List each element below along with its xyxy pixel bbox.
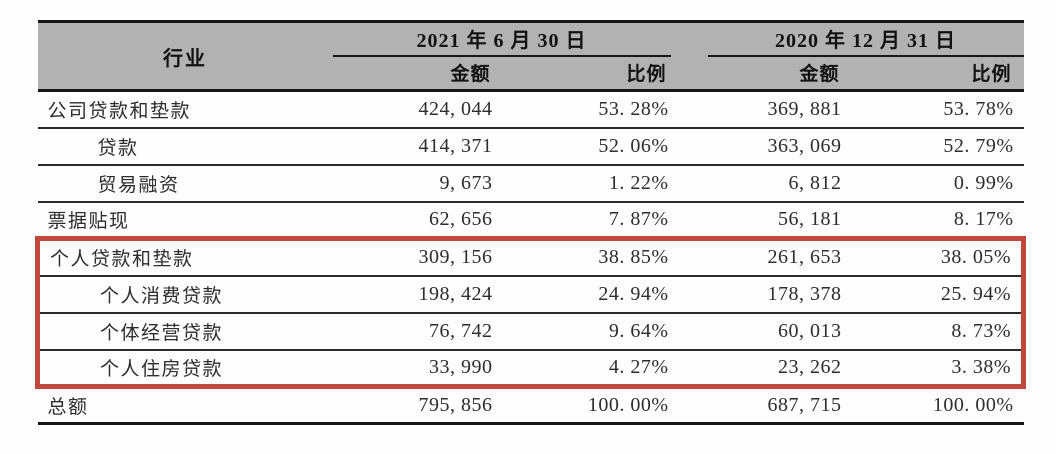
col-header-ratio-2021: 比例 xyxy=(494,55,671,92)
table-row-personal-housing-loans-highlighted: 个人住房贷款 33, 990 4. 27% 23, 262 3. 38% xyxy=(35,349,1026,389)
industry-cell: 贷款 xyxy=(37,127,333,166)
amount-2021-cell: 9, 673 xyxy=(332,164,495,203)
group-gap-cell xyxy=(670,127,708,166)
group-gap-cell xyxy=(670,201,708,240)
table-row-corporate-loans: 公司贷款和垫款 424, 044 53. 28% 369, 881 53. 78… xyxy=(37,90,1024,129)
ratio-2020-cell: 53. 78% xyxy=(843,90,1024,129)
ratio-2021-cell: 7. 87% xyxy=(494,201,671,240)
table-row-personal-loans-highlighted: 个人贷款和垫款 309, 156 38. 85% 261, 653 38. 05… xyxy=(35,236,1026,277)
amount-2021-cell: 309, 156 xyxy=(332,236,495,277)
col-header-amount-2020: 金额 xyxy=(707,55,844,92)
amount-2020-cell: 6, 812 xyxy=(707,164,844,203)
ratio-2021-cell: 52. 06% xyxy=(494,127,671,166)
industry-cell: 个人消费贷款 xyxy=(35,275,333,314)
amount-2020-cell: 369, 881 xyxy=(707,90,844,129)
table-row-loans: 贷款 414, 371 52. 06% 363, 069 52. 79% xyxy=(37,127,1024,166)
ratio-2021-cell: 100. 00% xyxy=(494,386,671,425)
amount-2020-cell: 363, 069 xyxy=(707,127,844,166)
col-header-industry: 行业 xyxy=(37,21,333,92)
industry-cell: 贸易融资 xyxy=(37,164,333,203)
group-gap-cell xyxy=(670,312,708,351)
table-row-bill-discounting: 票据贴现 62, 656 7. 87% 56, 181 8. 17% xyxy=(37,201,1024,240)
table-header: 行业 2021 年 6 月 30 日 2020 年 12 月 31 日 金额 比… xyxy=(37,21,1024,92)
ratio-2020-cell: 0. 99% xyxy=(843,164,1024,203)
ratio-2021-cell: 38. 85% xyxy=(494,236,671,277)
amount-2021-cell: 795, 856 xyxy=(332,386,495,425)
amount-2020-cell: 261, 653 xyxy=(707,236,844,277)
industry-cell: 个人贷款和垫款 xyxy=(35,236,333,277)
ratio-2021-cell: 53. 28% xyxy=(494,90,671,129)
report-table-container: 行业 2021 年 6 月 30 日 2020 年 12 月 31 日 金额 比… xyxy=(35,20,1026,425)
group-gap-cell xyxy=(670,386,708,425)
group-gap-cell xyxy=(670,275,708,314)
table-body: 公司贷款和垫款 424, 044 53. 28% 369, 881 53. 78… xyxy=(35,90,1026,425)
group-gap-cell xyxy=(670,164,708,203)
amount-2021-cell: 33, 990 xyxy=(332,349,495,389)
industry-cell: 总额 xyxy=(37,386,333,425)
industry-cell: 票据贴现 xyxy=(37,201,333,240)
col-header-amount-2021: 金额 xyxy=(332,55,495,92)
table-row-personal-consumption-loans-highlighted: 个人消费贷款 198, 424 24. 94% 178, 378 25. 94% xyxy=(35,275,1026,314)
col-group-header-2021-06-30: 2021 年 6 月 30 日 xyxy=(332,21,671,57)
ratio-2021-cell: 1. 22% xyxy=(494,164,671,203)
group-gap-cell xyxy=(670,236,708,277)
amount-2020-cell: 178, 378 xyxy=(707,275,844,314)
ratio-2020-cell: 52. 79% xyxy=(843,127,1024,166)
group-gap-cell xyxy=(670,349,708,389)
ratio-2020-cell: 8. 17% xyxy=(843,201,1024,240)
industry-cell: 公司贷款和垫款 xyxy=(37,90,333,129)
ratio-2020-cell: 100. 00% xyxy=(843,386,1024,425)
ratio-2020-cell: 8. 73% xyxy=(843,312,1026,351)
ratio-2021-cell: 9. 64% xyxy=(494,312,671,351)
industry-cell: 个体经营贷款 xyxy=(35,312,333,351)
amount-2021-cell: 414, 371 xyxy=(332,127,495,166)
amount-2021-cell: 198, 424 xyxy=(332,275,495,314)
industry-cell: 个人住房贷款 xyxy=(35,349,333,389)
col-group-header-2020-12-31: 2020 年 12 月 31 日 xyxy=(707,21,1024,57)
ratio-2020-cell: 38. 05% xyxy=(843,236,1026,277)
table-row-individual-business-loans-highlighted: 个体经营贷款 76, 742 9. 64% 60, 013 8. 73% xyxy=(35,312,1026,351)
group-gap-cell xyxy=(670,90,708,129)
ratio-2021-cell: 4. 27% xyxy=(494,349,671,389)
ratio-2020-cell: 3. 38% xyxy=(843,349,1026,389)
amount-2020-cell: 687, 715 xyxy=(707,386,844,425)
amount-2020-cell: 56, 181 xyxy=(707,201,844,240)
amount-2021-cell: 424, 044 xyxy=(332,90,495,129)
amount-2020-cell: 60, 013 xyxy=(707,312,844,351)
ratio-2020-cell: 25. 94% xyxy=(843,275,1026,314)
amount-2021-cell: 76, 742 xyxy=(332,312,495,351)
loans-by-industry-table: 行业 2021 年 6 月 30 日 2020 年 12 月 31 日 金额 比… xyxy=(35,20,1026,425)
col-header-ratio-2020: 比例 xyxy=(843,55,1024,92)
amount-2021-cell: 62, 656 xyxy=(332,201,495,240)
table-row-total: 总额 795, 856 100. 00% 687, 715 100. 00% xyxy=(37,386,1024,425)
amount-2020-cell: 23, 262 xyxy=(707,349,844,389)
table-row-trade-finance: 贸易融资 9, 673 1. 22% 6, 812 0. 99% xyxy=(37,164,1024,203)
ratio-2021-cell: 24. 94% xyxy=(494,275,671,314)
header-group-gap xyxy=(670,21,708,92)
